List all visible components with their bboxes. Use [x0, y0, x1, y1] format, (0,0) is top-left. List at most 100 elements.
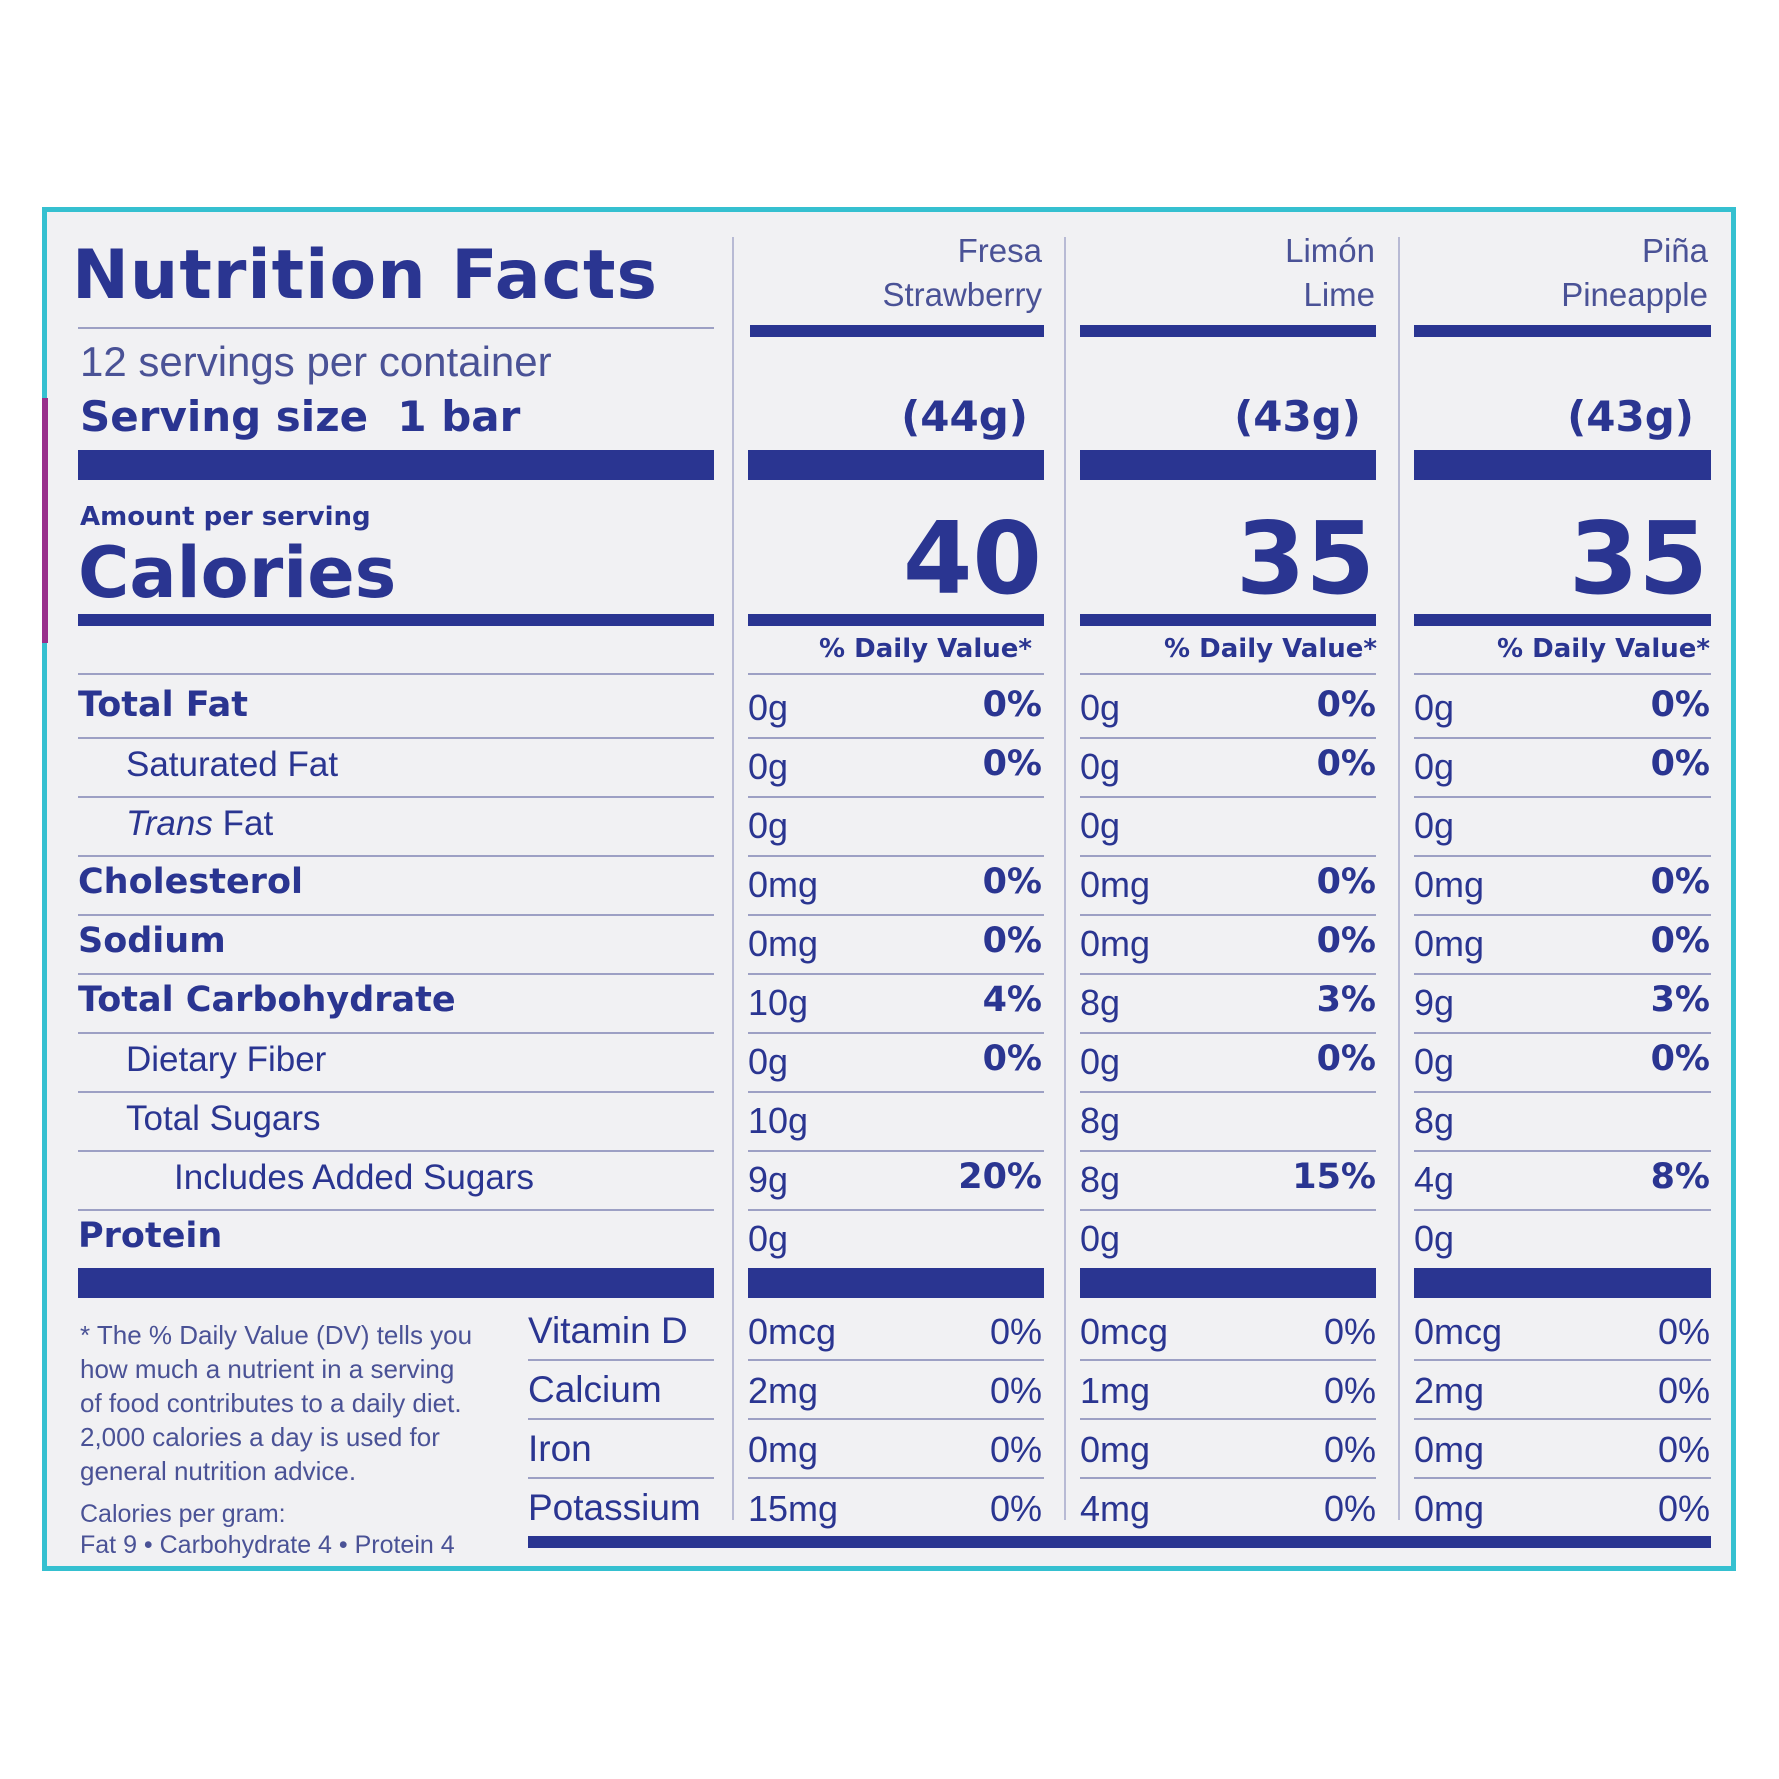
vitamin-daily-value: 0%	[989, 1311, 1042, 1352]
flavor-3-calories: 35	[1568, 500, 1708, 617]
calories-rule-label	[78, 614, 714, 626]
nutrient-daily-value: 0%	[1650, 1039, 1710, 1079]
serving-bar-flavor-2	[1080, 450, 1376, 480]
flavor-2-serving-weight: (43g)	[1234, 392, 1361, 441]
vitamin-daily-value: 0%	[1323, 1311, 1376, 1352]
nutrient-daily-value: 15%	[1292, 1157, 1376, 1197]
calories-rule-flavor-1	[748, 614, 1044, 626]
row-divider	[1080, 973, 1376, 975]
nutrient-daily-value: 3%	[1650, 980, 1710, 1020]
row-divider	[1080, 1359, 1376, 1361]
row-divider	[1414, 1418, 1711, 1420]
row-divider	[1414, 673, 1711, 675]
nutrient-label: Total Carbohydrate	[78, 980, 456, 1020]
nutrient-amount: 10g	[748, 982, 809, 1023]
row-divider	[78, 1209, 714, 1211]
row-divider	[528, 1477, 714, 1479]
row-divider	[1080, 1091, 1376, 1093]
row-divider	[1414, 1359, 1711, 1361]
vitamin-amount: 0mg	[748, 1429, 819, 1470]
row-divider	[78, 1032, 714, 1034]
flavor-3-serving-weight: (43g)	[1567, 392, 1694, 441]
row-divider	[78, 973, 714, 975]
row-divider	[1414, 914, 1711, 916]
nutrient-label: Cholesterol	[78, 862, 303, 902]
nutrient-amount: 0g	[748, 1218, 789, 1259]
nutrient-daily-value: 0%	[1650, 685, 1710, 725]
row-divider	[78, 855, 714, 857]
nutrient-amount: 0g	[1414, 1041, 1455, 1082]
row-divider	[748, 1150, 1044, 1152]
nutrient-daily-value: 0%	[1316, 744, 1376, 784]
calories-per-gram: Fat 9 • Carbohydrate 4 • Protein 4	[80, 1531, 455, 1559]
vitamin-amount: 4mg	[1080, 1488, 1151, 1529]
nutrient-amount: 8g	[1080, 982, 1121, 1023]
nutrient-label: Protein	[78, 1216, 223, 1256]
footnote-line: of food contributes to a daily diet.	[80, 1388, 462, 1418]
nutrient-label: Saturated Fat	[126, 745, 339, 784]
row-divider	[748, 914, 1044, 916]
nutrient-amount: 9g	[748, 1159, 789, 1200]
vitamin-daily-value: 0%	[1323, 1370, 1376, 1411]
row-divider	[1080, 1477, 1376, 1479]
protein-bar-label	[78, 1268, 714, 1298]
vitamin-amount: 0mcg	[1414, 1311, 1503, 1352]
nutrient-amount: 0g	[1080, 805, 1121, 846]
flavor-2-english: Lime	[1303, 276, 1375, 313]
amount-per-serving: Amount per serving	[80, 502, 371, 532]
nutrient-amount: 0g	[1080, 1218, 1121, 1259]
bottom-rule	[528, 1536, 1711, 1548]
row-divider	[1414, 1032, 1711, 1034]
nutrient-amount: 10g	[748, 1100, 809, 1141]
nutrient-amount: 0mg	[748, 864, 819, 905]
vitamin-daily-value: 0%	[989, 1429, 1042, 1470]
vitamin-amount: 2mg	[1414, 1370, 1485, 1411]
nutrient-amount: 8g	[1080, 1159, 1121, 1200]
vitamin-daily-value: 0%	[1657, 1370, 1710, 1411]
row-divider	[748, 1477, 1044, 1479]
row-divider	[78, 673, 714, 675]
nutrient-daily-value: 0%	[982, 862, 1042, 902]
row-divider	[1080, 1418, 1376, 1420]
vitamin-label: Calcium	[528, 1369, 662, 1410]
column-separator-2	[1064, 237, 1066, 1520]
nutrient-daily-value: 0%	[1316, 921, 1376, 961]
row-divider	[748, 1418, 1044, 1420]
nutrient-daily-value: 0%	[982, 921, 1042, 961]
row-divider	[1080, 737, 1376, 739]
nutrient-daily-value: 0%	[982, 685, 1042, 725]
nutrient-amount: 0g	[1080, 1041, 1121, 1082]
row-divider	[78, 914, 714, 916]
nutrient-amount: 8g	[1414, 1100, 1455, 1141]
nutrient-label: Sodium	[78, 921, 226, 961]
row-divider	[1414, 973, 1711, 975]
row-divider	[1414, 1091, 1711, 1093]
row-divider	[748, 1359, 1044, 1361]
row-divider	[748, 1209, 1044, 1211]
nutrient-daily-value: 3%	[1316, 980, 1376, 1020]
vitamin-amount: 0mg	[1080, 1429, 1151, 1470]
flavor-1-english: Strawberry	[882, 276, 1042, 313]
nutrient-daily-value: 0%	[1316, 862, 1376, 902]
calories-rule-flavor-3	[1414, 614, 1711, 626]
vitamin-amount: 2mg	[748, 1370, 819, 1411]
nutrient-label-italic: Trans	[126, 804, 213, 843]
nutrient-amount: 0mg	[1414, 923, 1485, 964]
vitamin-daily-value: 0%	[1323, 1488, 1376, 1529]
row-divider	[748, 973, 1044, 975]
row-divider	[1414, 855, 1711, 857]
nutrient-amount: 0mg	[1080, 923, 1151, 964]
row-divider	[748, 673, 1044, 675]
vitamin-amount: 0mg	[1414, 1429, 1485, 1470]
row-divider	[528, 1359, 714, 1361]
daily-value-footnote: * The % Daily Value (DV) tells you how m…	[80, 1318, 472, 1488]
calories-label: Calories	[78, 532, 397, 614]
nutrient-daily-value: 0%	[982, 1039, 1042, 1079]
nutrient-amount: 0g	[1414, 687, 1455, 728]
vitamin-daily-value: 0%	[1657, 1311, 1710, 1352]
nutrient-label: Dietary Fiber	[126, 1040, 327, 1079]
row-divider	[748, 1032, 1044, 1034]
row-divider	[748, 737, 1044, 739]
vitamin-daily-value: 0%	[1657, 1429, 1710, 1470]
nutrient-amount: 0mg	[748, 923, 819, 964]
